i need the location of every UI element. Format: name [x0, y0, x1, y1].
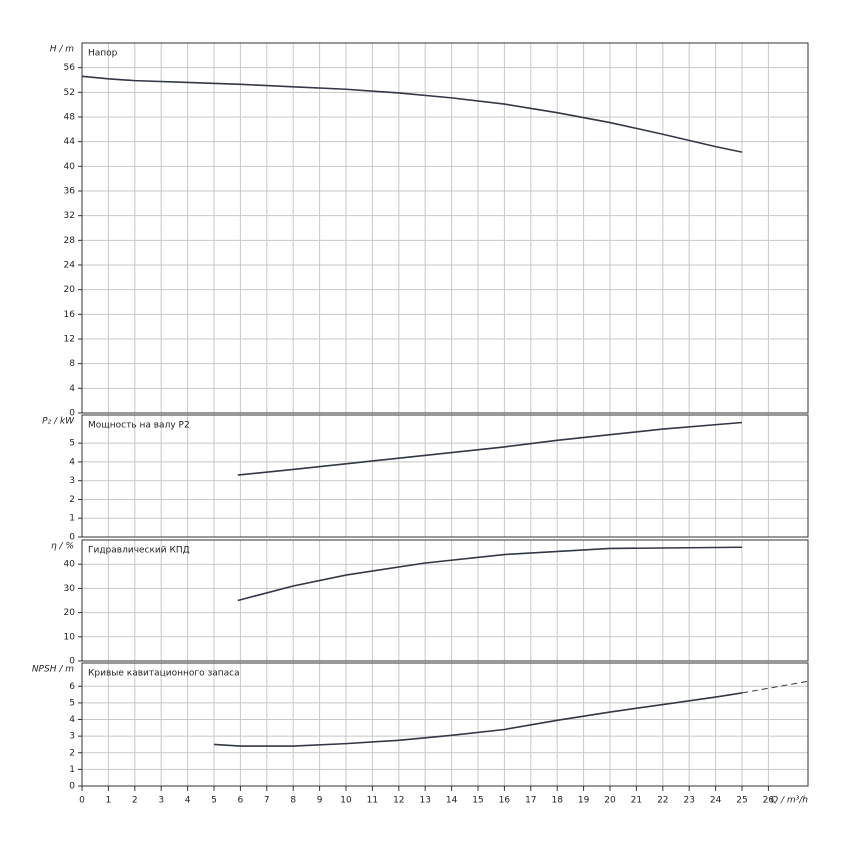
- x-tick-label: 18: [551, 796, 563, 806]
- y-tick-label: 36: [64, 187, 76, 197]
- x-tick-label: 5: [211, 796, 217, 806]
- y-tick-label: 0: [69, 409, 75, 419]
- panel-title: Напор: [88, 49, 118, 59]
- y-tick-label: 3: [69, 476, 75, 486]
- y-tick-label: 44: [64, 137, 76, 147]
- curve: [237, 546, 743, 602]
- x-tick-label: 3: [158, 796, 164, 806]
- y-tick-label: 1: [69, 514, 75, 524]
- y-tick-label: 4: [69, 715, 75, 725]
- x-tick-label: 16: [499, 796, 511, 806]
- x-tick-label: 0: [79, 796, 85, 806]
- plot-frame: [81, 539, 809, 662]
- x-tick-label: 1: [106, 796, 112, 806]
- plot-frame: [81, 662, 809, 787]
- curve: [741, 680, 809, 694]
- y-axis-label: η / %: [51, 542, 74, 552]
- curve: [213, 692, 743, 747]
- x-tick-label: 17: [525, 796, 536, 806]
- y-tick-label: 2: [69, 748, 75, 758]
- x-axis-label: Q / m³/h: [771, 796, 808, 806]
- y-tick-label: 1: [69, 765, 75, 775]
- x-tick-label: 24: [710, 796, 722, 806]
- x-tick-label: 21: [631, 796, 642, 806]
- y-tick-label: 40: [64, 560, 76, 570]
- y-tick-label: 5: [69, 698, 75, 708]
- y-tick-label: 4: [69, 384, 75, 394]
- x-tick-label: 10: [340, 796, 352, 806]
- x-tick-label: 19: [578, 796, 590, 806]
- x-tick-label: 15: [472, 796, 483, 806]
- y-tick-label: 32: [64, 211, 75, 221]
- y-axis-label: NPSH / m: [32, 665, 74, 675]
- y-tick-label: 30: [64, 584, 76, 594]
- y-tick-label: 6: [69, 682, 75, 692]
- y-tick-label: 48: [64, 113, 76, 123]
- x-tick-label: 7: [264, 796, 270, 806]
- panel-title: Кривые кавитационного запаса: [88, 669, 240, 679]
- y-tick-label: 28: [64, 236, 76, 246]
- x-tick-label: 22: [657, 796, 668, 806]
- y-tick-label: 16: [64, 310, 76, 320]
- y-tick-label: 10: [64, 632, 76, 642]
- x-tick-label: 23: [683, 796, 694, 806]
- y-tick-label: 56: [64, 63, 76, 73]
- plot-frame: [81, 414, 809, 538]
- x-tick-label: 13: [419, 796, 430, 806]
- y-tick-label: 8: [69, 359, 75, 369]
- y-tick-label: 5: [69, 439, 75, 449]
- x-tick-label: 4: [185, 796, 191, 806]
- x-tick-label: 12: [393, 796, 404, 806]
- x-tick-label: 9: [317, 796, 323, 806]
- y-tick-label: 0: [69, 533, 75, 543]
- x-tick-label: 11: [367, 796, 378, 806]
- y-tick-label: 0: [69, 782, 75, 792]
- x-tick-label: 6: [238, 796, 244, 806]
- y-tick-label: 40: [64, 162, 76, 172]
- y-tick-label: 52: [64, 88, 75, 98]
- x-tick-label: 8: [290, 796, 296, 806]
- panel-title: Гидравлический КПД: [88, 546, 190, 556]
- plot-frame: [81, 42, 809, 414]
- y-tick-label: 0: [69, 657, 75, 667]
- y-tick-label: 3: [69, 732, 75, 742]
- curve: [81, 75, 743, 153]
- y-tick-label: 20: [64, 608, 76, 618]
- x-tick-label: 2: [132, 796, 138, 806]
- y-tick-label: 4: [69, 457, 75, 467]
- x-tick-label: 20: [604, 796, 616, 806]
- panel-title: Мощность на валу P2: [88, 421, 190, 431]
- y-tick-label: 24: [64, 261, 76, 271]
- curve: [237, 421, 743, 476]
- x-tick-label: 14: [446, 796, 458, 806]
- y-axis-label: P₂ / kW: [42, 417, 75, 427]
- x-tick-label: 26: [763, 796, 775, 806]
- y-tick-label: 12: [64, 335, 75, 345]
- y-tick-label: 20: [64, 285, 76, 295]
- y-axis-label: H / m: [50, 45, 75, 55]
- x-tick-label: 25: [736, 796, 747, 806]
- y-tick-label: 2: [69, 495, 75, 505]
